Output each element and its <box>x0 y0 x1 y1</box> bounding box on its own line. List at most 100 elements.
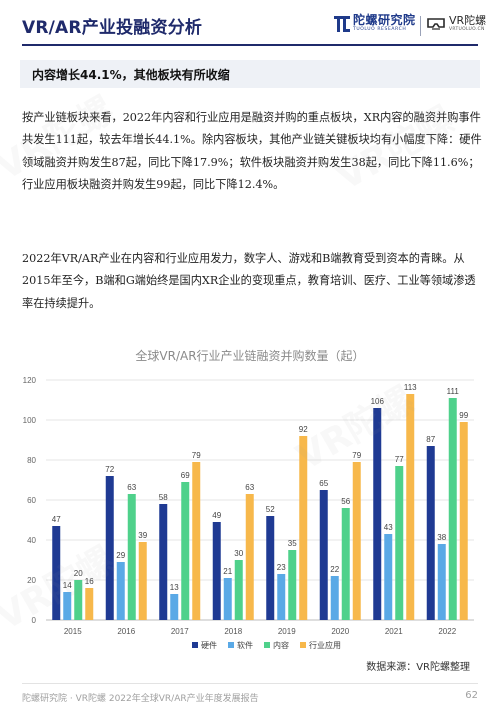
data-label: 63 <box>127 483 136 492</box>
data-label: 111 <box>447 387 460 396</box>
data-label: 21 <box>223 567 232 576</box>
data-label: 29 <box>116 551 125 560</box>
logo2-chinese-name: VR陀螺 <box>449 14 487 27</box>
vrtuoluo-logo: VR陀螺 VRTUOLUO.CN <box>426 14 486 33</box>
data-label: 87 <box>426 435 435 444</box>
footer-divider <box>22 683 478 684</box>
bar <box>341 508 350 620</box>
section-heading: 内容增长44.1%，其他板块有所收缩 <box>32 68 230 82</box>
header-divider <box>22 44 478 46</box>
bar <box>437 544 446 620</box>
data-label: 30 <box>234 549 243 558</box>
x-tick-label: 2020 <box>331 627 349 636</box>
tuoluo-research-logo: 陀螺研究院 TUOLUO RESEARCH <box>334 14 416 33</box>
bar <box>299 436 308 620</box>
data-label: 65 <box>319 479 328 488</box>
data-label: 13 <box>170 583 179 592</box>
x-tick-label: 2022 <box>438 627 456 636</box>
logo1-chinese-name: 陀螺研究院 <box>353 13 416 27</box>
x-tick-label: 2017 <box>171 627 189 636</box>
legend-label: 软件 <box>237 640 253 650</box>
data-label: 47 <box>52 515 61 524</box>
data-label: 92 <box>299 425 308 434</box>
legend-swatch <box>192 642 198 648</box>
data-label: 77 <box>395 455 404 464</box>
x-tick-label: 2016 <box>117 627 135 636</box>
bar <box>266 516 275 620</box>
logo2-english-name: VRTUOLUO.CN <box>449 27 485 32</box>
bar <box>352 462 361 620</box>
tuoluo-logo-icon <box>334 15 350 33</box>
bar <box>330 576 339 620</box>
data-label: 99 <box>459 411 468 420</box>
data-source-note: 数据来源：VR陀螺整理 <box>366 662 470 673</box>
bar <box>212 522 221 620</box>
x-tick-label: 2018 <box>224 627 242 636</box>
data-label: 113 <box>404 383 417 392</box>
y-tick-label: 120 <box>23 376 37 385</box>
y-tick-label: 60 <box>27 496 36 505</box>
bar <box>448 398 457 620</box>
footer-report-title: 陀螺研究院 · VR陀螺 2022年全球VR/AR产业年度发展报告 <box>22 694 259 704</box>
data-label: 49 <box>212 511 221 520</box>
bar <box>127 494 136 620</box>
chart-title: 全球VR/AR行业产业链融资并购数量（起） <box>135 349 365 363</box>
data-label: 79 <box>192 451 201 460</box>
data-label: 79 <box>352 451 361 460</box>
section-banner: 内容增长44.1%，其他板块有所收缩 <box>20 60 480 88</box>
bar <box>406 394 415 620</box>
data-label: 39 <box>138 531 147 540</box>
bar <box>245 494 254 620</box>
bar <box>426 446 435 620</box>
legend-swatch <box>300 642 306 648</box>
data-label: 35 <box>288 539 297 548</box>
bar <box>234 560 243 620</box>
y-tick-label: 20 <box>27 576 36 585</box>
bar <box>181 482 190 620</box>
data-label: 52 <box>266 505 275 514</box>
data-label: 56 <box>341 497 350 506</box>
data-label: 14 <box>63 581 72 590</box>
bar <box>159 504 168 620</box>
x-tick-label: 2021 <box>385 627 403 636</box>
bar <box>384 534 393 620</box>
body-paragraph-2: 2022年VR/AR产业在内容和行业应用发力，数字人、游戏和B端教育受到资本的青… <box>22 252 476 310</box>
data-label: 43 <box>384 523 393 532</box>
body-paragraph-1: 按产业链板块来看，2022年内容和行业应用是融资并购的重点板块，XR内容的融资并… <box>22 111 482 191</box>
page-header: VR/AR产业投融资分析 陀螺研究院 TUOLUO RESEARCH VR陀螺 … <box>0 0 500 48</box>
data-label: 22 <box>330 565 339 574</box>
bar <box>105 476 114 620</box>
legend-swatch <box>264 642 270 648</box>
bar <box>277 574 286 620</box>
legend-label: 行业应用 <box>309 640 341 650</box>
x-tick-label: 2019 <box>278 627 296 636</box>
vr-headset-icon <box>426 15 446 33</box>
bar <box>192 462 201 620</box>
data-label: 58 <box>159 493 168 502</box>
bar <box>395 466 404 620</box>
logo1-english-name: TUOLUO RESEARCH <box>353 27 407 32</box>
bar <box>459 422 468 620</box>
bar <box>373 408 382 620</box>
bar <box>319 490 328 620</box>
bar <box>116 562 125 620</box>
bar <box>288 550 297 620</box>
bar <box>52 526 61 620</box>
y-tick-label: 80 <box>27 456 36 465</box>
x-tick-label: 2015 <box>64 627 82 636</box>
page-title: VR/AR产业投融资分析 <box>22 18 203 38</box>
y-tick-label: 40 <box>27 536 36 545</box>
legend-label: 内容 <box>273 640 289 650</box>
bar <box>63 592 72 620</box>
y-tick-label: 0 <box>32 616 37 625</box>
bar <box>85 588 94 620</box>
legend-label: 硬件 <box>201 640 217 650</box>
bar <box>74 580 83 620</box>
data-label: 16 <box>85 577 94 586</box>
bar-chart: 0204060801001204714201620157229633920165… <box>23 376 474 650</box>
data-label: 106 <box>371 397 385 406</box>
data-label: 23 <box>277 563 286 572</box>
bar <box>170 594 179 620</box>
data-label: 72 <box>105 465 114 474</box>
y-tick-label: 100 <box>23 416 37 425</box>
